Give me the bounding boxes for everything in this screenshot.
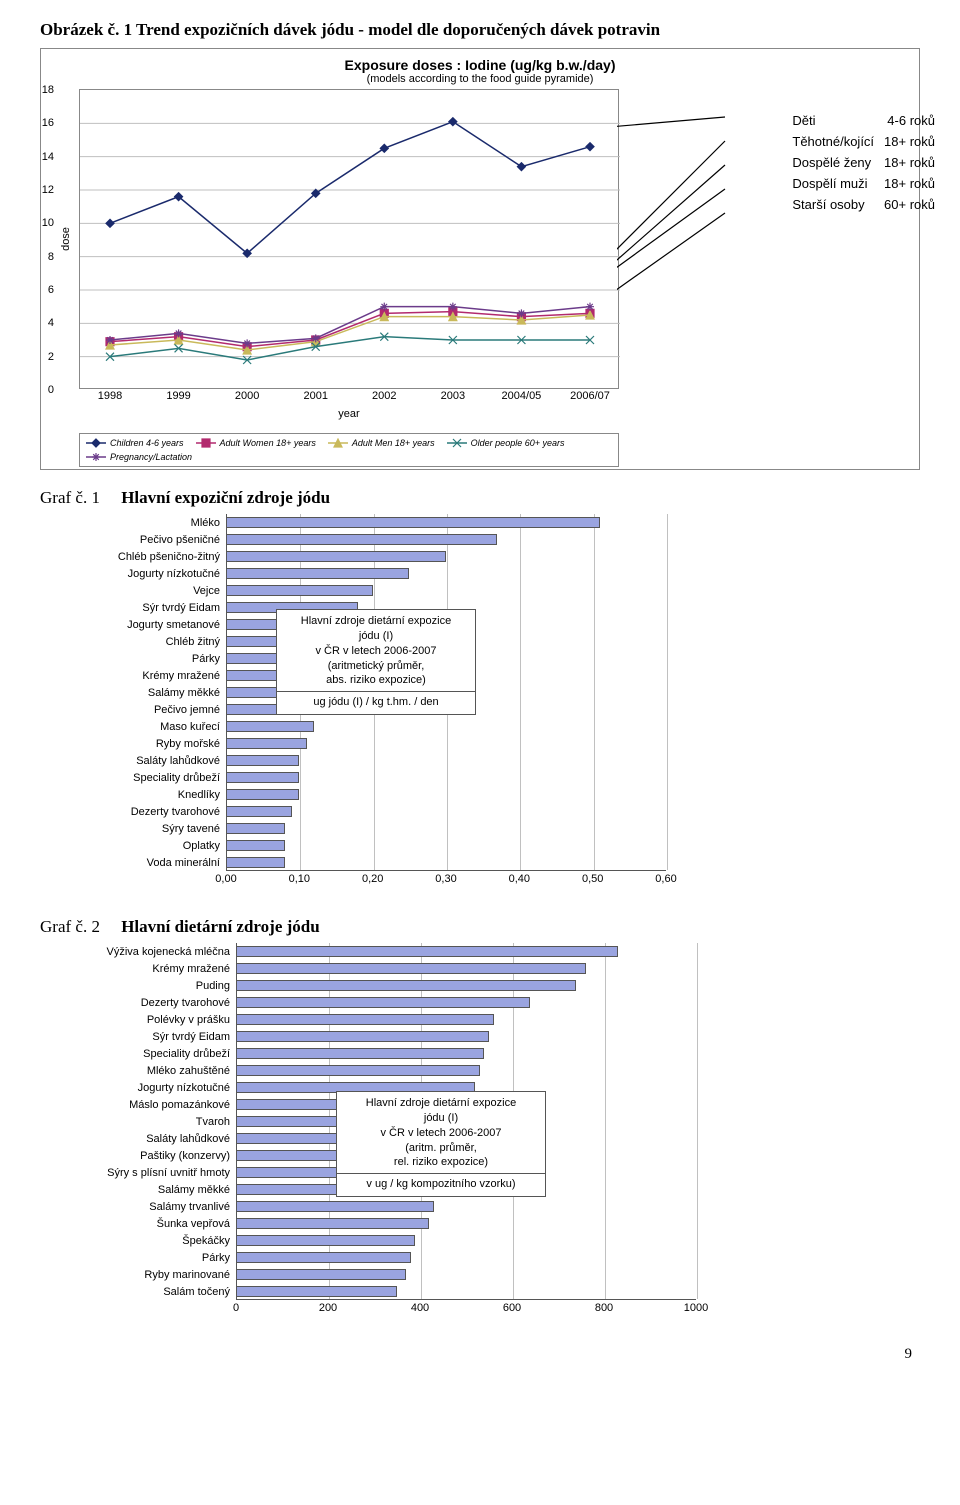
bar xyxy=(236,1235,415,1246)
bar xyxy=(226,585,373,596)
bar-label: Pečivo pšeničné xyxy=(76,534,226,546)
bar xyxy=(226,551,446,562)
bar-label: Tvaroh xyxy=(76,1116,236,1128)
bar-label: Knedlíky xyxy=(76,789,226,801)
bar-label: Salám točený xyxy=(76,1286,236,1298)
bar-label: Šunka vepřová xyxy=(76,1218,236,1230)
bar-label: Maso kuřecí xyxy=(76,721,226,733)
bar-label: Puding xyxy=(76,980,236,992)
bar xyxy=(236,1269,406,1280)
bar-label: Speciality drůbeží xyxy=(76,1048,236,1060)
bar-label: Chléb pšenično-žitný xyxy=(76,551,226,563)
bar-label: Chléb žitný xyxy=(76,636,226,648)
bar-label: Saláty lahůdkové xyxy=(76,755,226,767)
figure1-title: Obrázek č. 1 Trend expozičních dávek jód… xyxy=(40,20,920,40)
bar xyxy=(236,1286,397,1297)
bar-label: Párky xyxy=(76,1252,236,1264)
bar xyxy=(226,517,600,528)
bar xyxy=(226,772,299,783)
bar-label: Sýry s plísní uvnitř hmoty xyxy=(76,1167,236,1179)
bar xyxy=(236,1065,480,1076)
bar-label: Jogurty smetanové xyxy=(76,619,226,631)
bar-label: Salámy měkké xyxy=(76,687,226,699)
bar-label: Vejce xyxy=(76,585,226,597)
bar-label: Dezerty tvarohové xyxy=(76,806,226,818)
bar-label: Polévky v prášku xyxy=(76,1014,236,1026)
bar-label: Mléko zahuštěné xyxy=(76,1065,236,1077)
graf2-title: Graf č. 2 Hlavní dietární zdroje jódu xyxy=(40,917,920,937)
bar xyxy=(226,789,299,800)
bar-label: Salámy měkké xyxy=(76,1184,236,1196)
bar-label: Mléko xyxy=(76,517,226,529)
bar-label: Sýr tvrdý Eidam xyxy=(76,1031,236,1043)
graf1-chart: Mléko Pečivo pšeničné Chléb pšenično-žitný… xyxy=(76,514,920,887)
bar-label: Sýr tvrdý Eidam xyxy=(76,602,226,614)
bar xyxy=(226,721,314,732)
bar xyxy=(236,1031,489,1042)
bar xyxy=(226,738,307,749)
bar-label: Krémy mražené xyxy=(76,670,226,682)
figure1-chart-wrap: Exposure doses : Iodine (ug/kg b.w./day)… xyxy=(40,48,920,470)
figure1-ylabel: dose xyxy=(60,227,72,251)
graf1-title: Graf č. 1 Hlavní expoziční zdroje jódu xyxy=(40,488,920,508)
bar-label: Salámy trvanlivé xyxy=(76,1201,236,1213)
annotation-box: Hlavní zdroje dietární expozicejódu (I)v… xyxy=(276,609,476,715)
bar-label: Voda minerální xyxy=(76,857,226,869)
bar-label: Ryby mořské xyxy=(76,738,226,750)
page-number: 9 xyxy=(40,1346,920,1363)
annotation-box: Hlavní zdroje dietární expozicejódu (I)v… xyxy=(336,1091,546,1197)
bar-label: Saláty lahůdkové xyxy=(76,1133,236,1145)
bar-label: Paštiky (konzervy) xyxy=(76,1150,236,1162)
bar-label: Sýry tavené xyxy=(76,823,226,835)
bar xyxy=(226,840,285,851)
bar xyxy=(236,1048,484,1059)
bar-label: Krémy mražené xyxy=(76,963,236,975)
graf2-chart: Výživa kojenecká mléčna Krémy mražené Pudi… xyxy=(76,943,920,1316)
bar xyxy=(226,534,497,545)
bar xyxy=(226,568,409,579)
bar xyxy=(226,823,285,834)
bar-label: Dezerty tvarohové xyxy=(76,997,236,1009)
bar-label: Pečivo jemné xyxy=(76,704,226,716)
bar-label: Speciality drůbeží xyxy=(76,772,226,784)
bar xyxy=(236,1014,494,1025)
bar xyxy=(226,857,285,868)
bar xyxy=(236,1252,411,1263)
figure1-line-chart: 024681012141618 dose 1998199920002001200… xyxy=(79,89,619,389)
bar-label: Špekáčky xyxy=(76,1235,236,1247)
figure1-chart-title: Exposure doses : Iodine (ug/kg b.w./day) xyxy=(49,57,911,73)
figure1-xlabel: year xyxy=(338,408,359,420)
bar xyxy=(236,1218,429,1229)
figure1-inner-legend: Children 4-6 yearsAdult Women 18+ yearsA… xyxy=(79,433,619,467)
bar xyxy=(236,946,618,957)
bar xyxy=(236,1201,434,1212)
bar-label: Jogurty nízkotučné xyxy=(76,1082,236,1094)
bar xyxy=(236,997,530,1008)
figure1-side-legend: Děti4-6 rokůTěhotné/kojící18+ rokůDospěl… xyxy=(792,113,935,218)
bar-label: Máslo pomazánkové xyxy=(76,1099,236,1111)
bar xyxy=(226,755,299,766)
bar xyxy=(236,963,586,974)
bar xyxy=(226,806,292,817)
bar-label: Oplatky xyxy=(76,840,226,852)
figure1-chart-subtitle: (models according to the food guide pyra… xyxy=(49,73,911,85)
bar-label: Jogurty nízkotučné xyxy=(76,568,226,580)
bar-label: Výživa kojenecká mléčna xyxy=(76,946,236,958)
bar-label: Ryby marinované xyxy=(76,1269,236,1281)
bar xyxy=(236,980,576,991)
bar-label: Párky xyxy=(76,653,226,665)
